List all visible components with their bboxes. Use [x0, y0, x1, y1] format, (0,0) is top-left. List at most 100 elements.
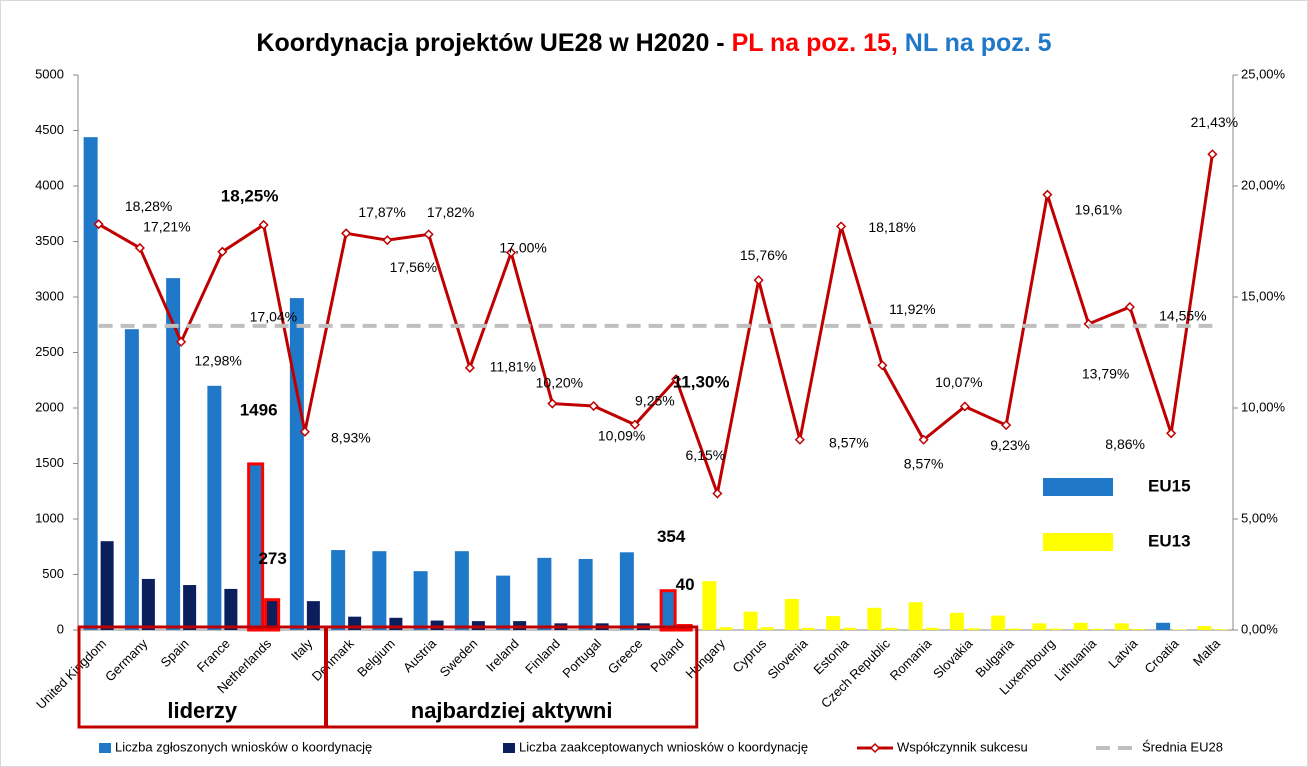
line-marker: [959, 401, 970, 412]
line: [97, 154, 1214, 500]
value-label: 17,00%: [499, 239, 546, 255]
key-swatch: [1043, 478, 1113, 496]
group-box: [325, 625, 699, 729]
legend-swatch: [503, 743, 515, 753]
key-label: EU13: [1148, 531, 1191, 550]
legend-label: Współczynnik sukcesu: [897, 739, 1028, 754]
value-label: 9,23%: [990, 437, 1030, 453]
value-label: 11,30%: [673, 373, 730, 392]
value-label: 8,57%: [904, 455, 944, 471]
bar: [578, 558, 593, 630]
line-marker: [1166, 428, 1177, 439]
y2-tick-label: 20,00%: [1241, 177, 1286, 192]
line-marker: [464, 362, 475, 373]
line-marker: [176, 336, 187, 347]
bar: [1114, 623, 1129, 630]
bar: [1008, 628, 1022, 630]
bar: [100, 541, 114, 630]
group-label: najbardziej aktywni: [411, 698, 613, 723]
line-marker: [506, 247, 517, 258]
line-marker: [1042, 189, 1053, 200]
bar: [454, 551, 469, 630]
bar: [949, 612, 964, 630]
value-label: 12,98%: [194, 353, 241, 369]
title-part: NL na poz. 5: [898, 29, 1052, 57]
line-marker: [712, 488, 723, 499]
key-label: EU15: [1148, 476, 1191, 495]
bar: [372, 551, 387, 630]
legend-swatch: [99, 743, 111, 753]
value-label: 8,57%: [829, 434, 869, 450]
y-tick-label: 500: [42, 566, 64, 581]
line-marker: [1124, 301, 1135, 313]
line-marker: [93, 219, 104, 230]
bar: [224, 588, 238, 630]
bar: [843, 627, 857, 630]
bar: [1049, 628, 1063, 630]
y-tick-label: 2000: [35, 399, 64, 414]
legend-marker: [869, 742, 881, 754]
bar: [966, 628, 980, 630]
y-tick-label: 0: [57, 621, 64, 636]
bar: [619, 552, 634, 630]
bar: [141, 578, 155, 630]
value-label: 17,04%: [250, 308, 297, 324]
line-marker: [341, 228, 352, 239]
legend-label: Średnia EU28: [1142, 739, 1223, 754]
bar: [801, 627, 815, 630]
bar: [1131, 628, 1145, 630]
value-label: 13,79%: [1082, 366, 1129, 382]
bar-value-label: 354: [657, 527, 686, 546]
line-marker: [547, 398, 558, 409]
value-label: 10,07%: [935, 374, 982, 390]
bar-value-label: 273: [258, 549, 286, 568]
bar: [991, 615, 1006, 630]
y2-tick-label: 25,00%: [1241, 66, 1286, 81]
value-label: 8,86%: [1105, 436, 1145, 452]
group-label: liderzy: [167, 698, 237, 723]
y-tick-label: 3500: [35, 233, 64, 248]
bar: [1073, 622, 1088, 630]
legend-label: Liczba zaakceptowanych wniosków o koordy…: [519, 739, 808, 754]
y-tick-label: 5000: [35, 66, 64, 81]
value-label: 17,56%: [390, 259, 437, 275]
line-marker: [217, 246, 228, 257]
bar: [306, 601, 320, 630]
value-label: 17,21%: [143, 219, 190, 235]
bar: [289, 298, 304, 630]
value-label: 21,43%: [1191, 114, 1238, 130]
bar: [867, 607, 882, 630]
key-swatch: [1043, 533, 1113, 551]
value-label: 15,76%: [740, 247, 787, 263]
bar: [1214, 629, 1228, 630]
y-tick-label: 2500: [35, 344, 64, 359]
y2-tick-label: 15,00%: [1241, 288, 1286, 303]
bar: [247, 462, 265, 632]
y-tick-label: 4000: [35, 177, 64, 192]
line-marker: [299, 426, 310, 437]
line-marker: [382, 235, 393, 246]
bar: [884, 627, 898, 630]
bar: [430, 620, 444, 630]
value-label: 14,55%: [1159, 308, 1206, 324]
y-tick-label: 3000: [35, 288, 64, 303]
bar: [207, 385, 222, 630]
y2-tick-label: 5,00%: [1241, 510, 1278, 525]
value-label: 18,25%: [221, 186, 279, 205]
bar: [719, 627, 733, 630]
bar: [124, 329, 139, 630]
bar-value-label: 1496: [240, 400, 278, 419]
value-label: 11,81%: [490, 359, 536, 375]
y-tick-label: 4500: [35, 122, 64, 137]
value-label: 17,82%: [427, 204, 474, 220]
bar: [908, 602, 923, 630]
line-marker: [134, 242, 145, 253]
bar: [1173, 629, 1187, 630]
bar: [826, 616, 841, 630]
bar: [659, 589, 677, 632]
value-label: 19,61%: [1075, 201, 1122, 217]
value-label: 17,87%: [358, 204, 405, 220]
y2-tick-label: 10,00%: [1241, 399, 1286, 414]
